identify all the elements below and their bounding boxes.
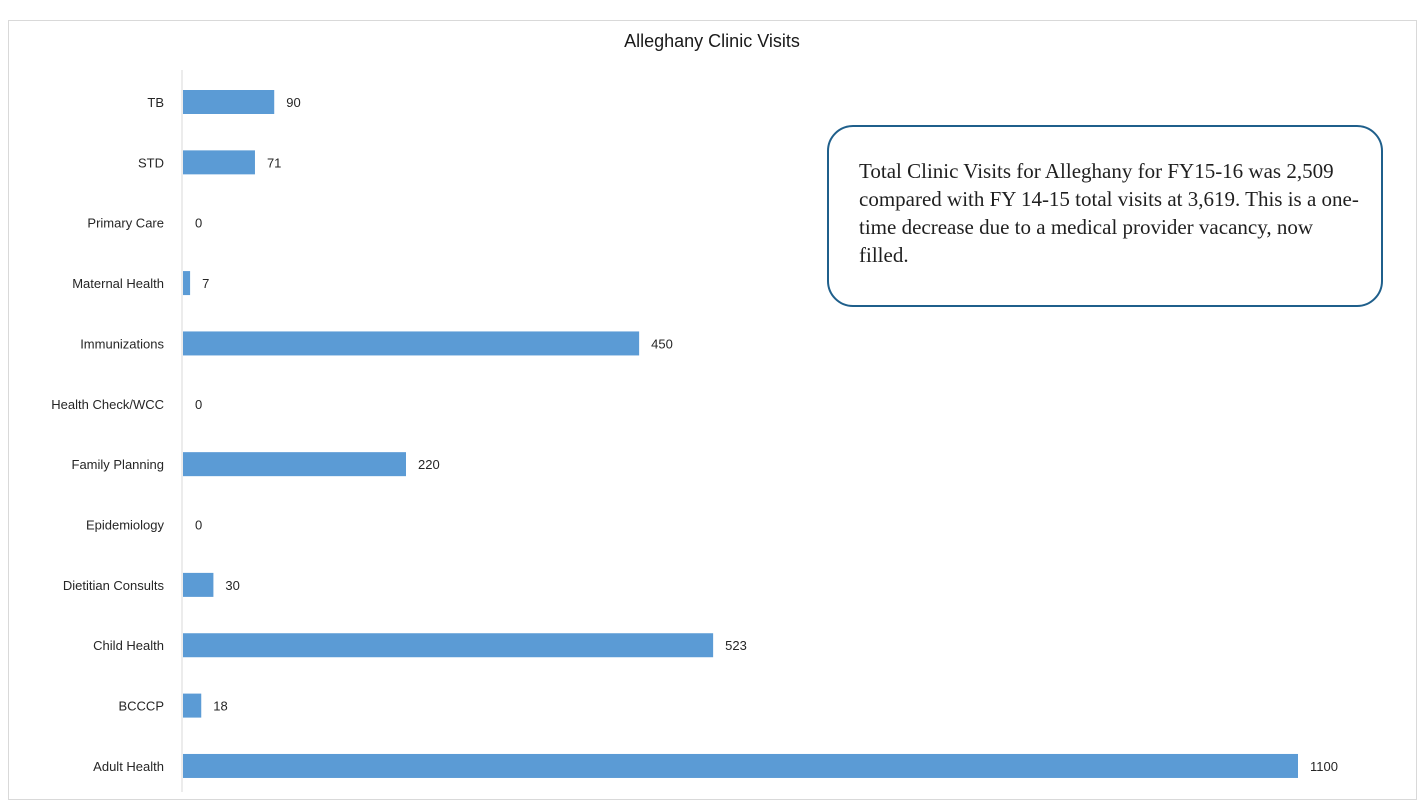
chart-title: Alleghany Clinic Visits — [624, 31, 800, 51]
data-label: 450 — [651, 336, 673, 351]
data-label: 30 — [225, 578, 239, 593]
category-label: Family Planning — [72, 457, 165, 472]
bar — [183, 150, 255, 175]
category-label: Dietitian Consults — [63, 578, 165, 593]
data-label: 18 — [213, 699, 227, 714]
category-label: Epidemiology — [86, 518, 165, 533]
category-label: Maternal Health — [72, 276, 164, 291]
category-label: Health Check/WCC — [51, 397, 164, 412]
data-label: 523 — [725, 638, 747, 653]
annotation-callout: Total Clinic Visits for Alleghany for FY… — [827, 125, 1383, 307]
category-label: Primary Care — [87, 216, 164, 231]
data-label: 1100 — [1310, 759, 1338, 774]
bar — [183, 452, 406, 477]
bar — [183, 271, 191, 296]
category-label: Adult Health — [93, 759, 164, 774]
data-label: 220 — [418, 457, 440, 472]
category-label: TB — [147, 95, 164, 110]
category-label: Child Health — [93, 638, 164, 653]
data-label: 0 — [195, 397, 202, 412]
data-label: 0 — [195, 518, 202, 533]
category-label: Immunizations — [80, 336, 164, 351]
bar — [183, 633, 714, 658]
category-label: STD — [138, 155, 164, 170]
bar — [183, 331, 640, 356]
bar — [183, 90, 275, 114]
data-label: 71 — [267, 155, 281, 170]
data-label: 90 — [286, 95, 300, 110]
bar — [183, 753, 1298, 778]
category-label: BCCCP — [118, 699, 164, 714]
bar — [183, 693, 202, 718]
data-label: 0 — [195, 216, 202, 231]
data-label: 7 — [202, 276, 209, 291]
bar — [183, 572, 214, 597]
annotation-text: Total Clinic Visits for Alleghany for FY… — [859, 159, 1359, 267]
